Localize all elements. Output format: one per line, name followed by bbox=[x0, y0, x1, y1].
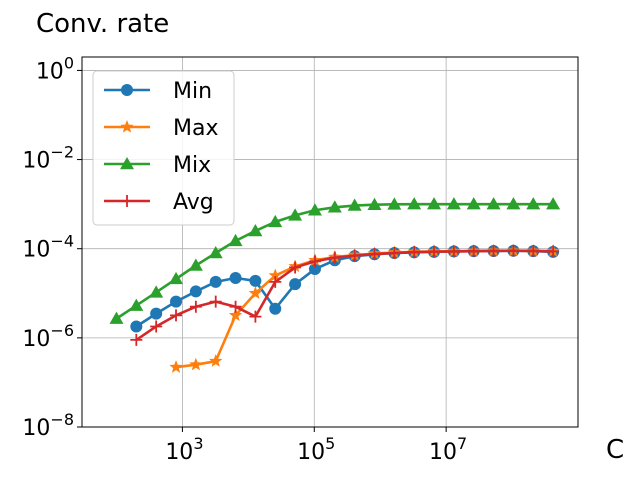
chart-title: Conv. rate bbox=[36, 9, 169, 39]
series-mix-point bbox=[506, 197, 521, 210]
series-mix-point bbox=[149, 285, 164, 298]
series-min-point bbox=[229, 272, 242, 285]
series-mix-point bbox=[248, 223, 263, 237]
series-avg-point bbox=[507, 244, 520, 257]
series-min-point bbox=[269, 302, 282, 315]
series-avg-point bbox=[269, 275, 282, 288]
series-avg-point bbox=[447, 245, 460, 258]
series-max-point bbox=[169, 360, 183, 373]
x-axis-label: C bbox=[606, 435, 624, 465]
series-avg-point bbox=[408, 246, 421, 259]
legend-item-mix: Mix bbox=[104, 153, 211, 178]
x-tick-label: 103 bbox=[165, 434, 203, 465]
series-avg-point bbox=[368, 248, 381, 261]
series-min-point bbox=[308, 263, 321, 276]
series-avg-point bbox=[428, 245, 441, 258]
x-tick-label: 107 bbox=[429, 434, 467, 465]
series-avg-point bbox=[150, 320, 163, 333]
series-min-point bbox=[289, 278, 302, 291]
series-avg-line bbox=[135, 249, 554, 341]
legend-marker-avg bbox=[121, 195, 133, 207]
series-mix-point bbox=[327, 200, 342, 213]
legend-label-min: Min bbox=[173, 79, 212, 104]
series-max-point bbox=[209, 354, 223, 367]
series-max-point bbox=[189, 357, 203, 371]
series-mix-point bbox=[486, 197, 501, 210]
y-tick-label: 10−8 bbox=[22, 410, 74, 441]
series-mix-point bbox=[427, 197, 442, 210]
series-mix-point bbox=[288, 208, 303, 221]
series-avg-point bbox=[527, 244, 540, 257]
series-mix-point bbox=[208, 246, 223, 259]
y-axis-ticks: 100 10−2 10−4 10−6 10−8 bbox=[22, 53, 82, 441]
series-min-point bbox=[249, 274, 262, 287]
series-avg-point bbox=[308, 255, 321, 268]
series-max-point bbox=[248, 286, 263, 299]
series-avg-point bbox=[189, 300, 202, 313]
series-max-point bbox=[228, 308, 243, 321]
series-avg-point bbox=[487, 244, 500, 257]
series-max-point bbox=[268, 268, 282, 282]
x-tick-label: 105 bbox=[297, 434, 335, 465]
series-min-point bbox=[150, 307, 163, 320]
y-tick-label: 10−2 bbox=[22, 143, 74, 174]
axes-frame bbox=[81, 56, 579, 428]
series-avg-point bbox=[467, 245, 480, 258]
series-mix-point bbox=[526, 197, 541, 210]
series-min-point bbox=[189, 285, 202, 298]
legend-label-avg: Avg bbox=[173, 190, 214, 215]
series-avg-point bbox=[328, 251, 341, 264]
series-mix-point bbox=[347, 198, 362, 211]
series-avg-point bbox=[209, 295, 222, 308]
x-axis-ticks: 103 105 107 bbox=[165, 427, 467, 465]
series-avg-point bbox=[289, 261, 302, 274]
series-mix-point bbox=[268, 214, 283, 228]
series-mix-point bbox=[307, 203, 322, 216]
series-avg-point bbox=[170, 309, 183, 322]
series-avg-point bbox=[388, 247, 401, 260]
legend-label-mix: Mix bbox=[173, 153, 211, 178]
series-mix-point bbox=[367, 197, 382, 210]
series-mix bbox=[109, 197, 561, 324]
series-mix-point bbox=[446, 197, 461, 210]
legend-item-avg: Avg bbox=[104, 190, 214, 215]
legend-box bbox=[92, 70, 235, 226]
series-mix-point bbox=[169, 271, 184, 285]
series-avg-point bbox=[130, 333, 143, 346]
series-avg-point bbox=[249, 310, 262, 323]
series-min-point bbox=[130, 320, 143, 333]
series-avg-point bbox=[547, 245, 560, 258]
series-avg-point bbox=[229, 300, 242, 313]
series-mix-point bbox=[407, 197, 422, 210]
series-mix-point bbox=[129, 298, 144, 311]
series-mix-point bbox=[546, 197, 561, 210]
plot-area bbox=[109, 197, 561, 373]
y-tick-label: 10−6 bbox=[22, 321, 74, 352]
series-mix-point bbox=[228, 233, 243, 247]
series-avg-point bbox=[348, 249, 361, 262]
series-min-point bbox=[170, 295, 183, 308]
legend: Min Max Mix Avg bbox=[92, 70, 235, 226]
y-tick-label: 10−4 bbox=[22, 232, 74, 263]
series-min-point bbox=[209, 275, 222, 288]
y-tick-label: 100 bbox=[36, 53, 74, 84]
legend-item-min: Min bbox=[104, 79, 212, 104]
legend-marker-mix bbox=[120, 157, 134, 170]
legend-marker-max bbox=[120, 120, 134, 133]
series-mix-point bbox=[387, 197, 402, 210]
legend-item-max: Max bbox=[104, 116, 218, 141]
series-avg bbox=[130, 244, 560, 346]
series-mix-point bbox=[466, 197, 481, 210]
legend-label-max: Max bbox=[173, 116, 218, 141]
legend-marker-min bbox=[121, 84, 133, 96]
series-mix-point bbox=[109, 311, 124, 324]
series-mix-point bbox=[188, 258, 203, 271]
